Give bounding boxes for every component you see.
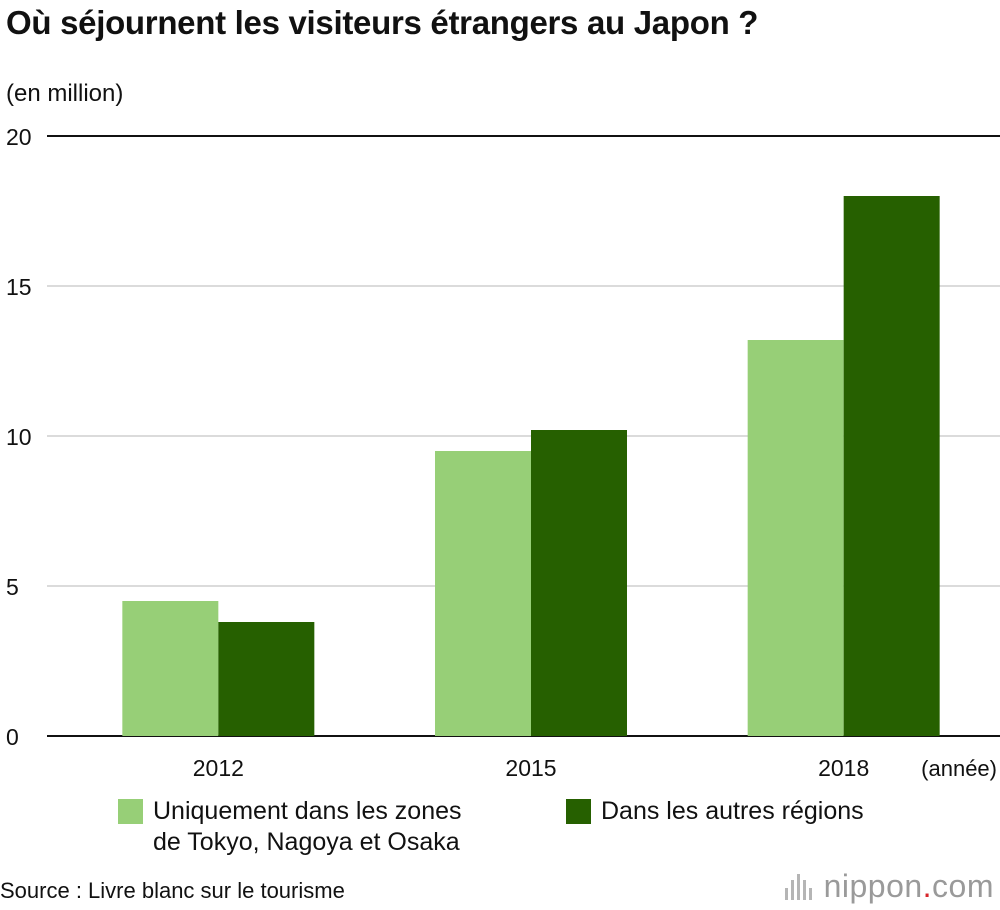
y-tick-label-0: 0	[6, 724, 19, 750]
logo-dot: .	[922, 868, 933, 904]
nippon-logo: nippon. com	[784, 868, 994, 905]
x-axis-unit-label: (année)	[921, 756, 997, 781]
legend-item-other-regions: Dans les autres régions	[566, 796, 864, 827]
legend-swatch-light-green	[118, 799, 143, 824]
chart-title: Où séjournent les visiteurs étrangers au…	[6, 4, 759, 41]
y-tick-label-20: 20	[6, 124, 32, 150]
legend-item-tokyo-nagoya-osaka: Uniquement dans les zones de Tokyo, Nago…	[118, 796, 462, 858]
nippon-logo-bars-icon	[784, 873, 812, 900]
x-tick-label-2012: 2012	[193, 755, 244, 781]
bar-2012-series-1	[218, 622, 315, 736]
y-tick-label-15: 15	[6, 274, 32, 300]
legend-label-tokyo-nagoya-osaka: Uniquement dans les zones de Tokyo, Nago…	[153, 797, 462, 856]
bar-2018-series-1	[843, 196, 940, 736]
y-tick-label-5: 5	[6, 574, 19, 600]
logo-suffix: com	[932, 868, 994, 904]
bar-chart: 0 5 10 15 20 2012 2015 2018 (année)	[6, 124, 1000, 781]
legend-swatch-dark-green	[566, 799, 591, 824]
x-tick-label-2018: 2018	[818, 755, 869, 781]
source-note: Source : Livre blanc sur le tourisme	[0, 878, 345, 903]
logo-name: nippon	[823, 868, 923, 904]
legend-label-other-regions: Dans les autres régions	[601, 797, 864, 825]
y-axis-unit-label: (en million)	[6, 80, 124, 107]
bar-2015-series-0	[435, 451, 531, 736]
bar-2015-series-1	[531, 430, 627, 736]
x-tick-label-2015: 2015	[505, 755, 556, 781]
bar-2018-series-0	[747, 340, 844, 736]
y-tick-label-10: 10	[6, 424, 32, 450]
bar-2012-series-0	[122, 601, 219, 736]
